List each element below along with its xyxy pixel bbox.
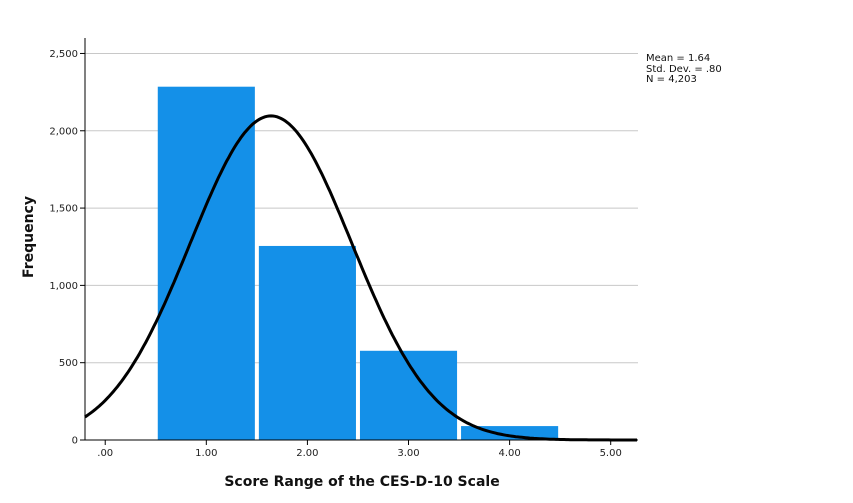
- normal-curve: [84, 114, 637, 442]
- histogram-bars: [157, 86, 559, 440]
- y-tick-label: 500: [59, 358, 78, 369]
- y-tick-label: 2,000: [49, 126, 78, 137]
- stats-legend: Mean = 1.64 Std. Dev. = .80 N = 4,203: [646, 53, 722, 86]
- stats-mean: Mean = 1.64: [646, 53, 711, 64]
- y-tick-label: 2,500: [49, 49, 78, 60]
- y-axis-title: Frequency: [21, 196, 37, 278]
- x-tick-label: 5.00: [600, 448, 622, 459]
- x-axis-title: Score Range of the CES-D-10 Scale: [224, 474, 499, 490]
- x-tick-labels: .00 1.00 2.00 3.00 4.00 5.00: [97, 448, 622, 459]
- stats-n: N = 4,203: [646, 74, 697, 85]
- x-tick-label: 2.00: [296, 448, 318, 459]
- y-tick-label: 1,500: [49, 204, 78, 215]
- x-tick-label: .00: [97, 448, 113, 459]
- histogram-bar: [157, 86, 255, 440]
- axes: [80, 38, 638, 445]
- x-tick-label: 1.00: [195, 448, 217, 459]
- y-tick-label: 0: [72, 436, 78, 447]
- histogram-bar: [258, 245, 356, 440]
- y-tick-label: 1,000: [49, 281, 78, 292]
- stats-std-dev: Std. Dev. = .80: [646, 63, 722, 75]
- x-tick-label: 4.00: [498, 448, 520, 459]
- y-tick-labels: 0 500 1,000 1,500 2,000 2,500: [49, 49, 78, 447]
- x-tick-label: 3.00: [397, 448, 419, 459]
